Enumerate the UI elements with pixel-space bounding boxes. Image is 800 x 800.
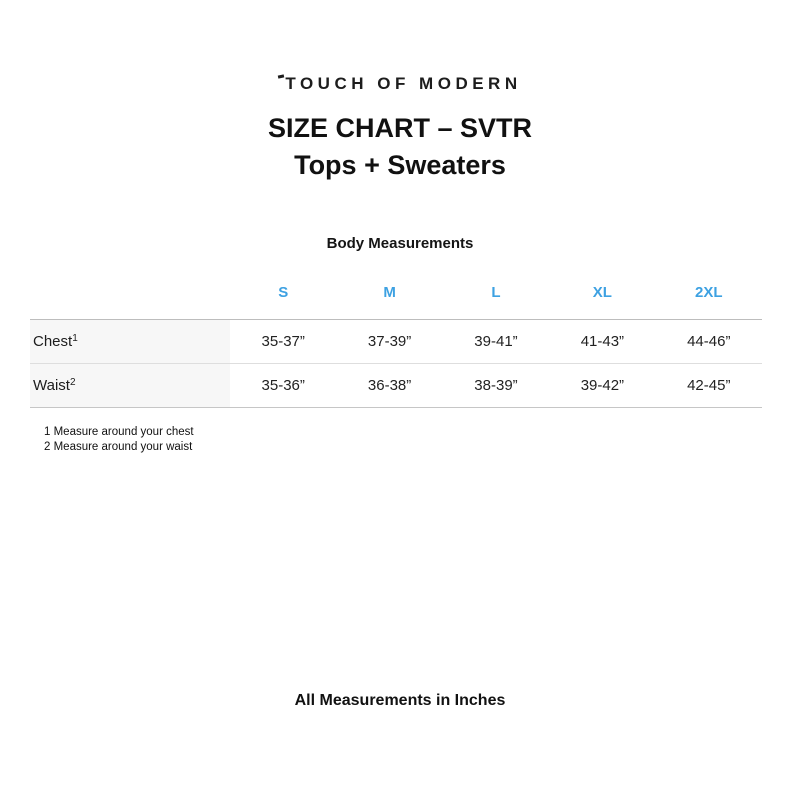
size-column-header-m: M [383, 284, 396, 301]
footnotes: 1 Measure around your chest 2 Measure ar… [44, 425, 194, 454]
units-note: All Measurements in Inches [294, 692, 506, 709]
row-label-waist: Waist2 [30, 362, 230, 408]
table-row-chest: Chest1 35-37” 37-39” 39-41” 41-43” 44-46… [30, 318, 762, 363]
measurement-cell: 41-43” [549, 318, 656, 363]
empty-header-cell [30, 280, 230, 319]
brand-logo: TOUCH OF MODERN [0, 74, 800, 94]
measurement-cell: 42-45” [655, 362, 762, 408]
footnote-waist: 2 Measure around your waist [44, 440, 193, 453]
table-row-waist: Waist2 35-36” 36-38” 38-39” 39-42” 42-45… [30, 362, 762, 408]
measurement-cell: 37-39” [336, 318, 443, 363]
size-chart-title: SIZE CHART – SVTR [267, 113, 533, 143]
size-column-header-xl: XL [592, 284, 612, 301]
size-column-header-2xl: 2XL [695, 284, 723, 301]
measurement-cell: 36-38” [336, 362, 443, 408]
row-label-chest: Chest1 [30, 318, 230, 363]
measurement-cell: 44-46” [655, 318, 762, 363]
size-column-header-s: S [278, 284, 289, 301]
size-column-header-l: L [491, 284, 501, 301]
measurement-cell: 39-42” [549, 362, 656, 408]
row-label-text: Chest [33, 332, 73, 350]
body-measurements-heading: Body Measurements [326, 235, 474, 252]
logo-tick-icon [278, 74, 285, 79]
row-label-text: Waist [33, 376, 70, 394]
brand-logo-text: TOUCH OF MODERN [285, 74, 522, 93]
measurement-cell: 35-36” [230, 362, 337, 408]
measurement-cell: 38-39” [442, 362, 550, 408]
measurement-cell: 39-41” [442, 318, 550, 363]
footnote-ref: 2 [69, 376, 76, 388]
measurement-cell: 35-37” [230, 318, 337, 363]
footnote-chest: 1 Measure around your chest [44, 426, 194, 438]
size-header-row: S M L XL 2XL [30, 280, 762, 319]
size-table: S M L XL 2XL Chest1 35-37” 37-39” 39-41”… [30, 280, 762, 408]
size-chart-subtitle: Tops + Sweaters [294, 150, 506, 180]
footnote-ref: 1 [72, 332, 78, 344]
